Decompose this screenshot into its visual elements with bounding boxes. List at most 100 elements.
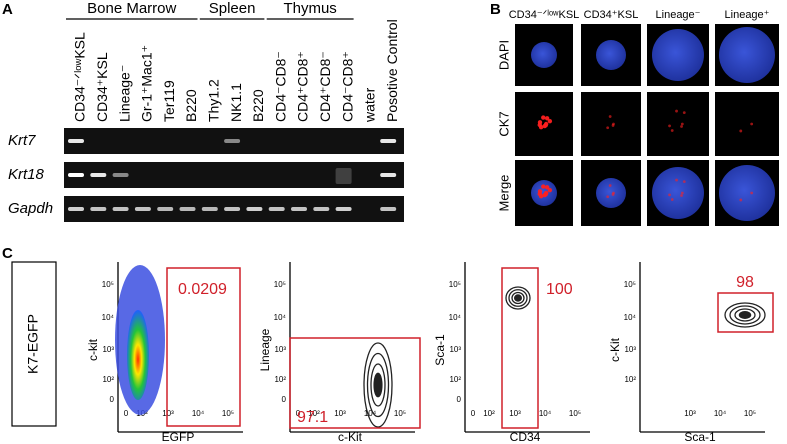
x-tick-label: 0: [296, 409, 301, 418]
gate: [717, 292, 774, 333]
ck7-signal: [675, 178, 678, 182]
ck7-signal: [682, 180, 686, 184]
x-tick-label: 10⁵: [744, 409, 756, 418]
y-tick-label: 10³: [449, 345, 461, 354]
gel-band: [68, 139, 84, 143]
ck7-signal: [547, 187, 553, 193]
contour: [505, 286, 531, 310]
row-label: Merge: [496, 175, 511, 212]
row-label: DAPI: [496, 40, 511, 70]
gate-value: 100: [546, 281, 573, 298]
lane-label: CD4⁺CD8⁺: [295, 51, 311, 122]
ck7-signal: [547, 118, 553, 124]
contour: [366, 352, 390, 418]
gel-band: [90, 207, 107, 211]
y-tick-label: 10⁴: [449, 313, 462, 322]
lane-label: water: [362, 87, 378, 123]
gate: [166, 267, 241, 427]
gene-label: Gapdh: [8, 200, 53, 217]
gel-band: [335, 207, 352, 211]
ck7-signal: [675, 109, 678, 113]
ck7-signal: [611, 193, 615, 196]
ck7-signal: [668, 193, 671, 197]
x-tick-label: 10⁵: [394, 409, 406, 418]
contour: [508, 289, 528, 307]
gate-value: 98: [736, 274, 754, 291]
ck7-signal: [541, 115, 546, 120]
x-tick-label: 10⁴: [364, 409, 377, 418]
lane-label: Lineage⁻: [116, 65, 132, 122]
ck7-signal: [541, 184, 546, 189]
group-label: Spleen: [209, 0, 256, 17]
y-tick-label: 10⁴: [274, 313, 287, 322]
gel-band: [291, 207, 307, 211]
gel-band: [224, 139, 241, 143]
y-tick-label: 10⁴: [624, 313, 637, 322]
lane-label: CD4⁻CD8⁻: [272, 51, 288, 122]
ck7-signal: [608, 115, 612, 118]
density-core: [127, 310, 149, 400]
y-axis-label: Lineage: [258, 328, 272, 371]
y-tick-label: 10⁵: [274, 280, 286, 289]
nucleus: [531, 42, 557, 68]
gel-band: [201, 207, 218, 211]
contour: [363, 342, 393, 428]
x-tick-label: 10⁵: [222, 409, 234, 418]
row-label: CK7: [496, 111, 511, 136]
column-label: Lineage⁻: [656, 9, 701, 21]
ck7-signal: [680, 122, 684, 126]
group-label: Thymus: [283, 0, 336, 17]
ck7-signal: [537, 189, 543, 194]
group-label: Bone Marrow: [87, 0, 176, 17]
y-tick-label: 10²: [102, 375, 114, 384]
gel-band: [268, 207, 285, 211]
x-tick-label: 0: [471, 409, 476, 418]
contour: [734, 308, 756, 322]
lane-label: Thy1.2: [206, 79, 222, 122]
micrograph: [715, 92, 779, 156]
y-tick-label: 10³: [102, 345, 114, 354]
nucleus: [652, 167, 704, 219]
gate: [289, 337, 421, 429]
y-tick-label: 10³: [624, 345, 636, 354]
ck7-signal: [750, 191, 754, 195]
lane-label: CD34⁺KSL: [94, 52, 110, 122]
contour: [370, 363, 386, 407]
x-tick-label: 10²: [483, 409, 495, 418]
contour: [729, 305, 761, 325]
gel-band: [112, 173, 129, 177]
nucleus: [596, 40, 626, 70]
gel-band: [112, 207, 129, 211]
sample-label: K7-EGFP: [25, 314, 41, 374]
x-tick-label: 10⁴: [714, 409, 727, 418]
ck7-signal: [668, 124, 671, 128]
lane-label: B220: [183, 89, 199, 122]
y-tick-label: 0: [110, 395, 115, 404]
ck7-signal: [670, 129, 674, 132]
x-axis-label: c-Kit: [338, 430, 363, 444]
gel-band: [380, 207, 397, 211]
y-tick-label: 10⁴: [102, 313, 115, 322]
gel-band: [313, 207, 330, 211]
y-tick-label: 10⁵: [624, 280, 636, 289]
x-tick-label: 0: [124, 409, 129, 418]
lane-label: B220: [250, 89, 266, 122]
y-tick-label: 10³: [274, 345, 286, 354]
x-tick-label: 10³: [684, 409, 696, 418]
contour: [511, 291, 525, 305]
nucleus: [719, 165, 775, 221]
ck7-signal: [739, 198, 743, 202]
ck7-signal: [670, 198, 674, 201]
ck7-signal: [606, 195, 610, 199]
gel-band: [68, 207, 84, 211]
column-label: CD34⁺KSL: [584, 9, 639, 21]
nucleus: [652, 29, 704, 81]
lane-label: Posotive Control: [384, 19, 400, 122]
ck7-signal: [680, 125, 683, 128]
gel-band: [246, 207, 263, 211]
gene-label: Krt7: [8, 132, 36, 149]
y-axis-label: c-kit: [86, 338, 100, 361]
contour: [513, 294, 523, 302]
ck7-signal: [680, 194, 683, 197]
ck7-signal: [542, 123, 547, 129]
